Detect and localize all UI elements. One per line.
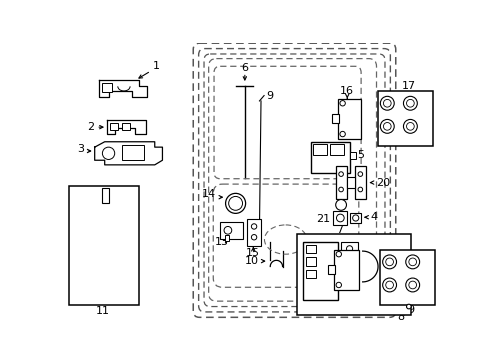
Bar: [102, 188, 108, 203]
Bar: [346, 177, 354, 188]
Text: 21: 21: [316, 214, 329, 224]
Bar: [305, 245, 316, 253]
Circle shape: [380, 96, 393, 110]
Text: 11: 11: [95, 306, 109, 316]
Circle shape: [335, 252, 341, 257]
Circle shape: [251, 224, 256, 229]
Bar: [305, 270, 316, 278]
Circle shape: [380, 120, 393, 133]
Bar: [335, 166, 346, 199]
Bar: [305, 257, 316, 266]
Circle shape: [403, 96, 416, 110]
Circle shape: [382, 255, 396, 269]
Circle shape: [346, 246, 352, 252]
Circle shape: [225, 193, 245, 213]
Text: 20: 20: [376, 177, 390, 188]
Text: 2: 2: [87, 122, 95, 132]
Bar: [354, 166, 366, 199]
Bar: [331, 114, 338, 123]
Circle shape: [251, 235, 256, 240]
Circle shape: [385, 281, 393, 289]
Circle shape: [383, 99, 390, 107]
Text: 19: 19: [401, 305, 415, 315]
Bar: [122, 145, 143, 160]
Bar: [329, 144, 344, 155]
Bar: [110, 122, 118, 130]
Polygon shape: [107, 120, 145, 134]
Text: 18: 18: [340, 291, 354, 301]
Text: 7: 7: [335, 225, 343, 235]
Circle shape: [357, 187, 362, 192]
Circle shape: [357, 172, 362, 176]
Bar: [246, 219, 261, 247]
Circle shape: [338, 172, 343, 176]
Circle shape: [383, 122, 390, 130]
Text: 8: 8: [397, 311, 404, 321]
Circle shape: [406, 99, 413, 107]
Circle shape: [339, 131, 345, 137]
Text: 14: 14: [202, 189, 216, 199]
Bar: [68, 186, 139, 305]
Circle shape: [408, 258, 416, 266]
Circle shape: [339, 100, 345, 106]
Bar: [377, 91, 432, 147]
Text: 15: 15: [246, 248, 260, 258]
Circle shape: [405, 278, 419, 292]
Bar: [303, 242, 337, 300]
Circle shape: [382, 278, 396, 292]
Circle shape: [335, 282, 341, 288]
Bar: [379, 249, 434, 305]
Text: 9: 9: [266, 91, 273, 100]
Text: 6: 6: [241, 63, 248, 73]
Bar: [327, 265, 334, 274]
Text: 10: 10: [244, 256, 258, 266]
Circle shape: [338, 187, 343, 192]
Circle shape: [335, 199, 346, 210]
Text: 16: 16: [340, 86, 353, 96]
Text: 3: 3: [77, 144, 84, 154]
Bar: [349, 152, 355, 159]
Bar: [333, 249, 358, 289]
Circle shape: [352, 215, 358, 221]
Text: 1: 1: [153, 61, 160, 71]
Bar: [224, 235, 229, 241]
Bar: [297, 234, 410, 315]
Text: 13: 13: [214, 237, 228, 247]
Circle shape: [406, 122, 413, 130]
Bar: [102, 83, 111, 93]
Circle shape: [403, 120, 416, 133]
Polygon shape: [99, 80, 147, 97]
Bar: [333, 211, 346, 225]
Bar: [310, 142, 349, 172]
Bar: [337, 99, 360, 139]
Circle shape: [102, 147, 115, 159]
Bar: [349, 213, 360, 223]
Text: 12: 12: [76, 187, 90, 197]
Polygon shape: [95, 142, 162, 165]
Bar: [220, 222, 243, 239]
Circle shape: [406, 304, 410, 309]
Text: 5: 5: [357, 150, 364, 160]
Circle shape: [385, 258, 393, 266]
Circle shape: [336, 214, 344, 222]
Text: 4: 4: [369, 212, 377, 222]
Circle shape: [224, 226, 231, 234]
Bar: [341, 242, 357, 256]
Bar: [313, 144, 326, 155]
Circle shape: [408, 281, 416, 289]
Text: 17: 17: [401, 81, 415, 91]
Bar: [122, 122, 130, 130]
Circle shape: [405, 255, 419, 269]
Circle shape: [228, 197, 242, 210]
